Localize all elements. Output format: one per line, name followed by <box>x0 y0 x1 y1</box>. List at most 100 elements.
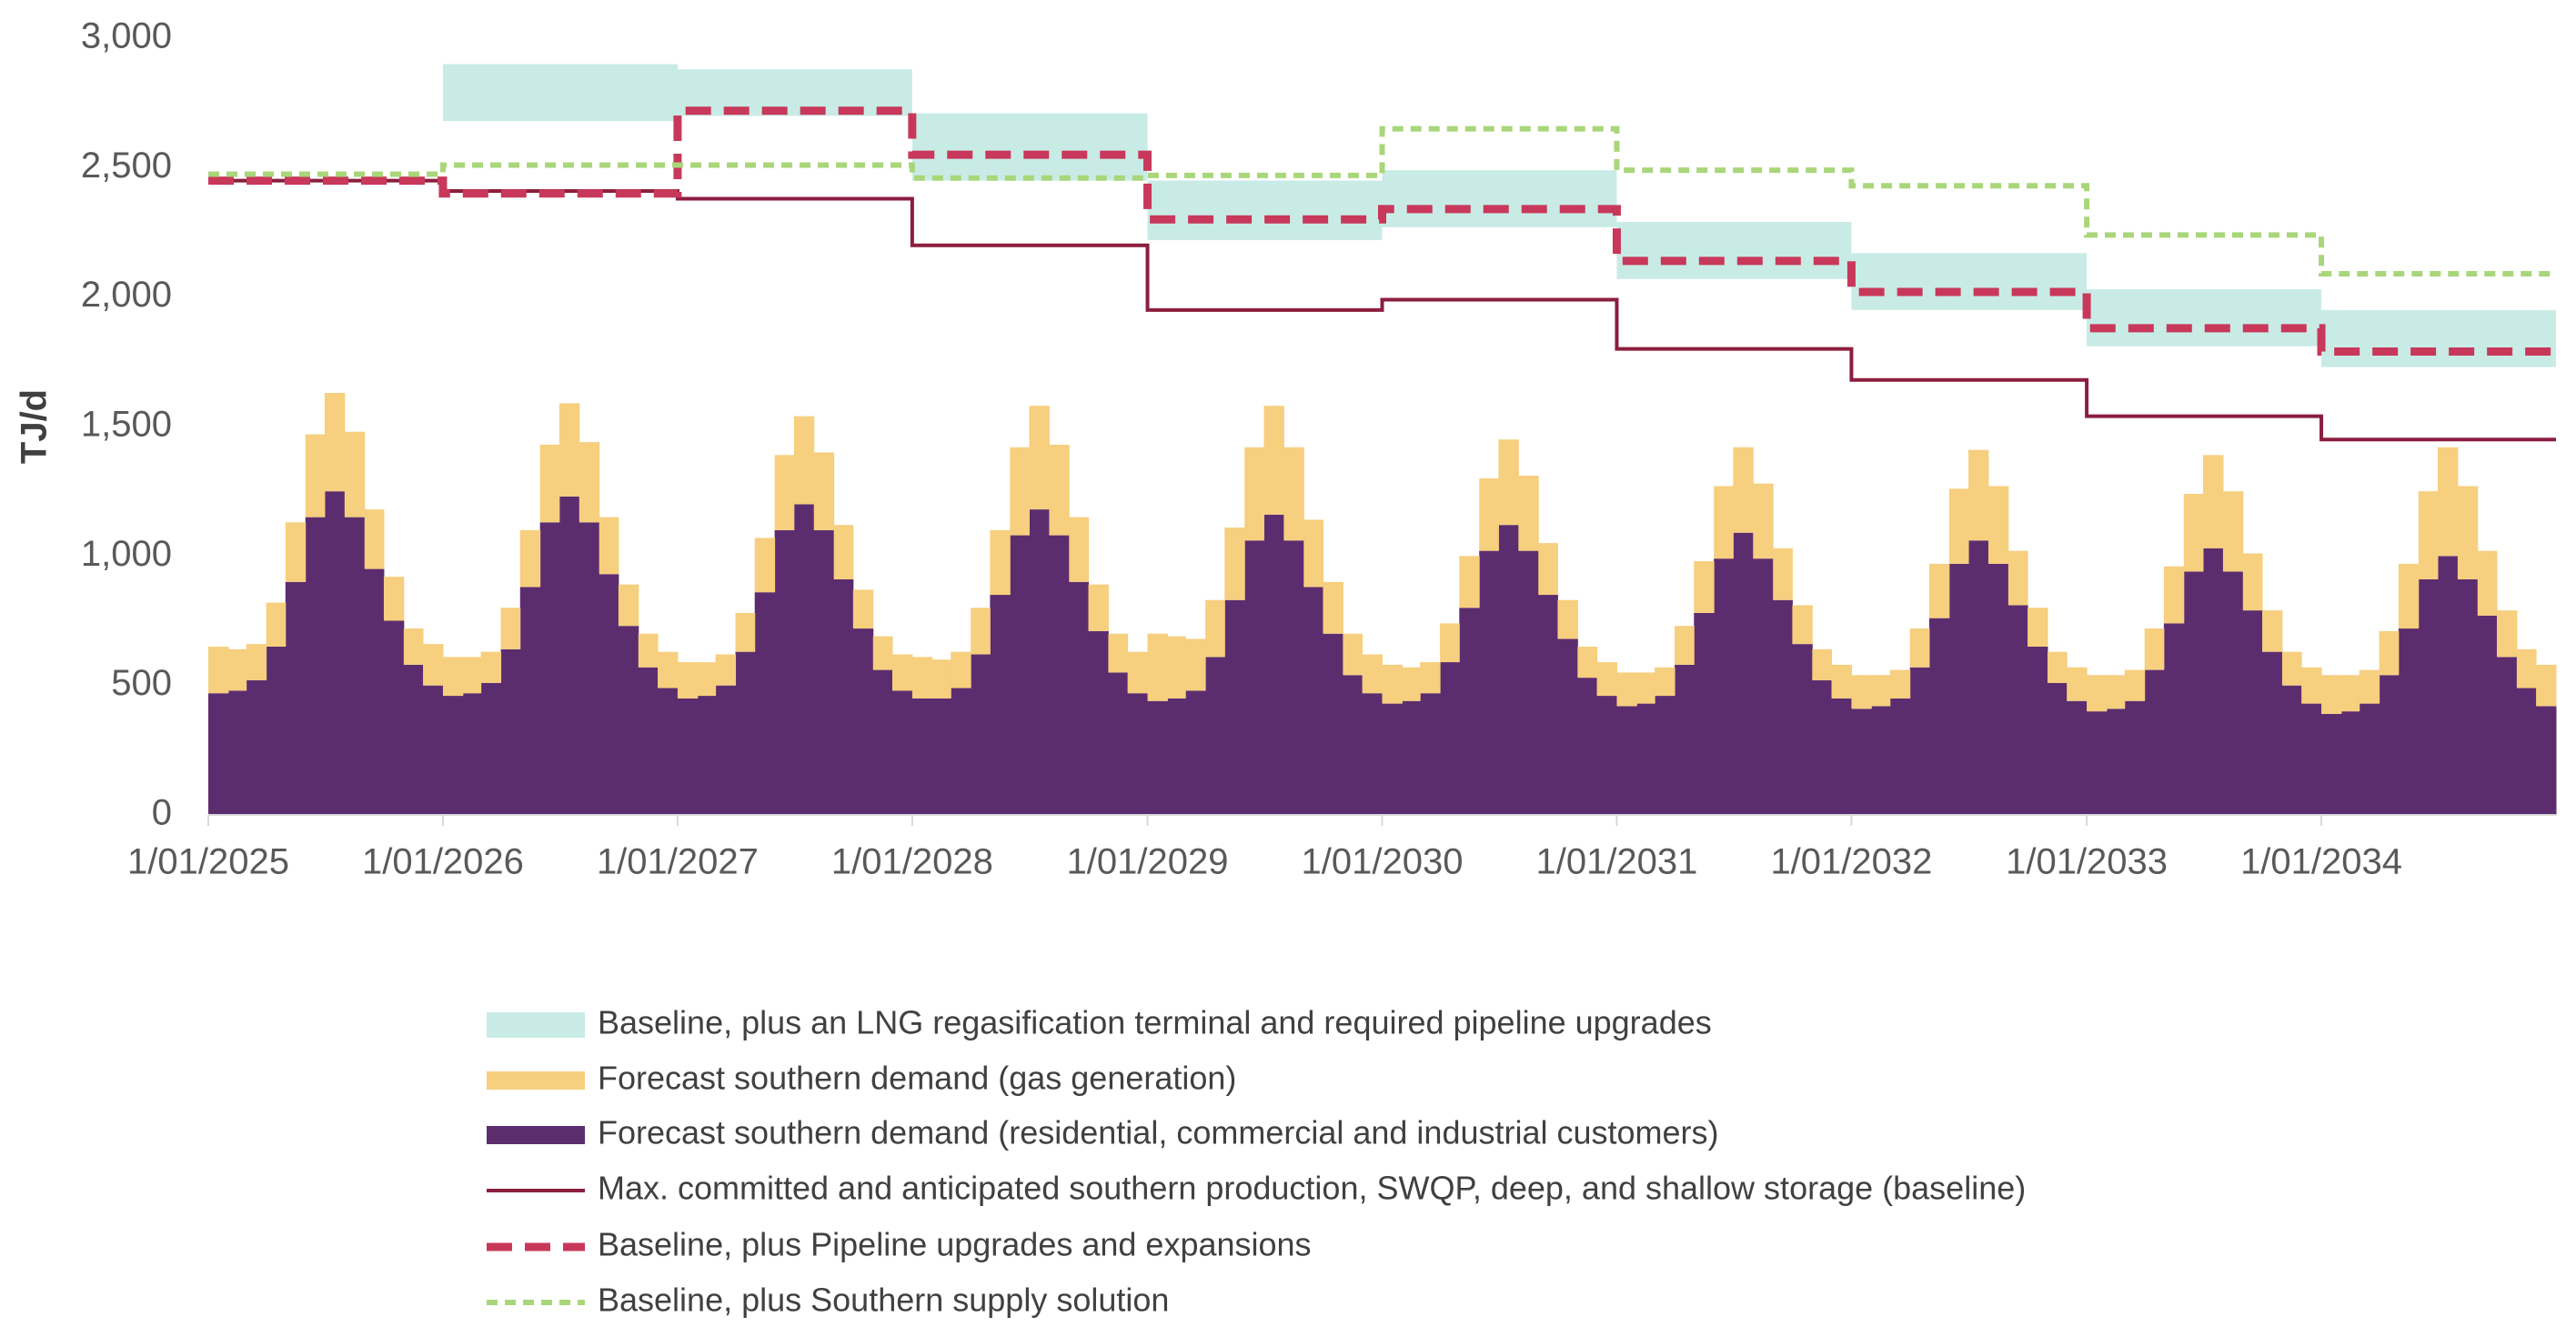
demand-bar <box>1402 700 1421 815</box>
demand-bar <box>1577 678 1598 815</box>
demand-bar <box>1263 514 1284 815</box>
demand-bar <box>1147 700 1168 815</box>
demand-bar <box>872 636 893 670</box>
demand-bar <box>1440 623 1460 663</box>
demand-bar <box>1655 696 1675 815</box>
demand-bar <box>1108 633 1129 673</box>
demand-bar <box>1167 636 1186 699</box>
demand-bar <box>951 651 971 689</box>
demand-bar <box>1498 439 1519 526</box>
demand-bar <box>658 688 679 815</box>
demand-bar <box>2028 646 2048 815</box>
demand-bar <box>1616 672 1637 707</box>
demand-bar <box>1851 709 1872 815</box>
demand-bar <box>1283 447 1304 541</box>
demand-bar <box>1205 657 1225 815</box>
demand-bar <box>911 698 933 815</box>
demand-bar <box>1108 672 1129 815</box>
demand-bar <box>891 654 913 691</box>
demand-bar <box>2262 610 2283 652</box>
demand-bar <box>697 662 717 697</box>
demand-bar <box>1303 519 1323 588</box>
demand-bar <box>2301 703 2322 815</box>
demand-bar <box>462 693 482 815</box>
lng-band <box>1382 170 1617 227</box>
demand-bar <box>754 592 776 815</box>
demand-bar <box>2536 664 2557 707</box>
demand-bar <box>2301 667 2322 704</box>
demand-bar <box>1420 662 1441 694</box>
demand-bar <box>1851 675 1872 709</box>
demand-bar <box>2183 571 2204 815</box>
x-tick-label: 1/01/2033 <box>2006 842 2168 882</box>
demand-bar <box>1127 651 1149 694</box>
lng-band <box>1147 180 1383 241</box>
demand-bar <box>579 442 600 523</box>
demand-bar <box>558 403 580 497</box>
demand-bar <box>1205 599 1225 658</box>
x-tick-label: 1/01/2026 <box>362 842 524 882</box>
demand-bar <box>1088 630 1109 815</box>
demand-bar <box>833 525 854 579</box>
demand-bar <box>364 509 385 569</box>
demand-bar <box>2203 548 2224 815</box>
legend-swatch <box>487 1012 585 1038</box>
demand-bar <box>423 644 444 686</box>
legend-label: Baseline, plus Southern supply solution <box>598 1282 1169 1319</box>
legend-label: Baseline, plus an LNG regasification ter… <box>598 1004 1712 1041</box>
demand-bar <box>1029 406 1050 510</box>
demand-bar <box>208 646 229 694</box>
demand-bar <box>344 517 366 815</box>
x-tick-label: 1/01/2031 <box>1535 842 1697 882</box>
lng-band <box>2087 289 2322 347</box>
demand-bar <box>1968 449 1989 541</box>
demand-bar <box>1402 667 1421 701</box>
demand-bar <box>1049 535 1070 815</box>
demand-bar <box>911 657 933 699</box>
demand-bar <box>2477 615 2498 815</box>
x-tick-label: 1/01/2030 <box>1302 842 1464 882</box>
demand-bar <box>2516 648 2537 689</box>
demand-bar <box>442 657 464 697</box>
demand-bar <box>793 504 815 815</box>
demand-bar <box>2028 608 2048 647</box>
demand-bar <box>1127 693 1149 815</box>
demand-bar <box>1596 696 1617 815</box>
demand-bar <box>2418 578 2439 815</box>
demand-bar <box>208 693 229 815</box>
demand-bar <box>638 667 659 815</box>
legend-label: Max. committed and anticipated southern … <box>598 1170 2026 1207</box>
demand-bar <box>2281 651 2302 686</box>
demand-bar <box>462 657 482 694</box>
demand-bar <box>2047 682 2068 815</box>
demand-bar <box>1224 528 1245 600</box>
demand-bar <box>246 679 267 815</box>
demand-bar <box>266 602 287 647</box>
demand-bar <box>227 648 247 691</box>
demand-bar <box>2359 703 2380 815</box>
demand-bar <box>1088 584 1109 631</box>
demand-bar <box>558 496 580 815</box>
demand-bar <box>2047 651 2068 683</box>
demand-bar <box>618 626 639 815</box>
demand-bar <box>2457 486 2479 579</box>
demand-bar <box>1362 654 1383 694</box>
demand-bar <box>1224 599 1245 815</box>
demand-bar <box>1147 633 1168 701</box>
demand-bar <box>1323 633 1343 815</box>
demand-bar <box>1714 558 1734 815</box>
demand-bar <box>2087 711 2108 815</box>
demand-bar <box>1069 517 1090 582</box>
demand-bar <box>324 392 346 492</box>
demand-bar <box>971 654 991 815</box>
demand-bar <box>1831 664 1852 699</box>
demand-bar <box>677 662 699 699</box>
demand-bar <box>1733 532 1754 815</box>
demand-bar <box>1263 406 1284 515</box>
demand-bar <box>1636 672 1655 704</box>
demand-bar <box>677 698 699 815</box>
demand-bar <box>539 444 560 523</box>
y-tick-label: 2,000 <box>81 275 172 315</box>
demand-bar <box>1675 664 1695 815</box>
demand-bar <box>1244 540 1264 815</box>
